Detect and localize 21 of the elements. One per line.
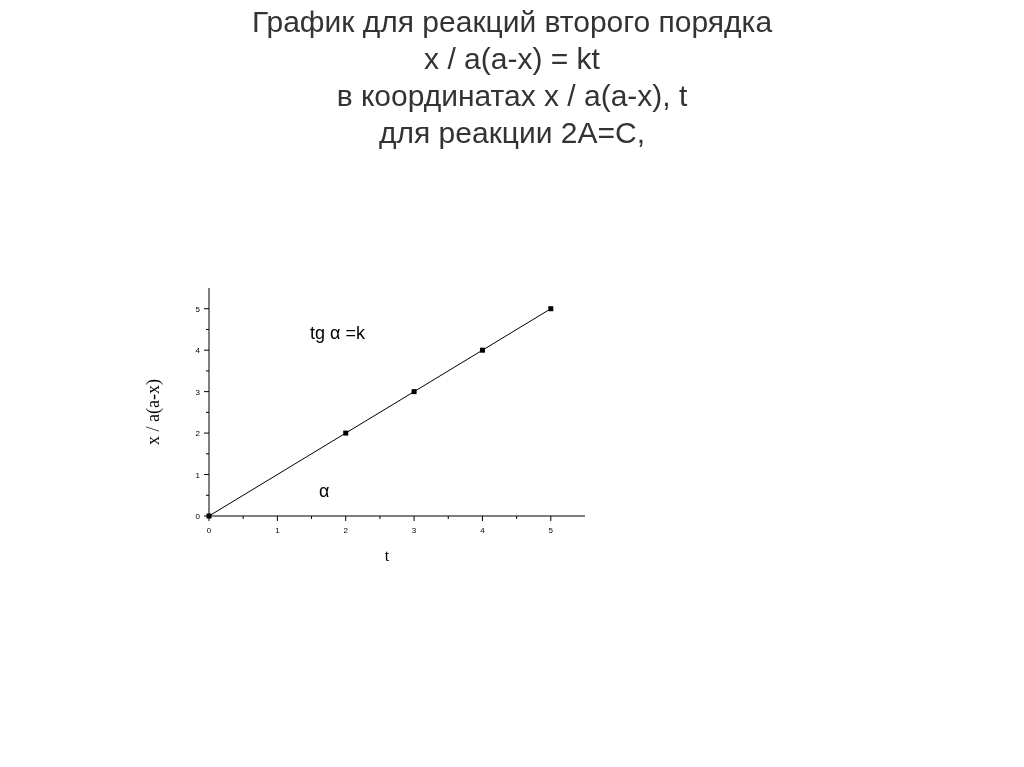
y-tick-label: 0 (195, 512, 201, 521)
point (479, 347, 485, 353)
point (548, 306, 554, 312)
x-tick-label: 5 (548, 526, 554, 535)
y-tick-label: 1 (195, 470, 201, 480)
point (343, 430, 349, 436)
y-tick-label: 3 (195, 387, 201, 397)
x-tick-label: 4 (480, 526, 486, 535)
x-tick-label: 1 (275, 526, 281, 535)
annotation: α (319, 481, 330, 501)
x-tick-label: 2 (343, 526, 349, 535)
x-tick-label: 0 (206, 526, 212, 535)
chart-subtitle: в координатах x / a(a-x), t для реакции 2A=C, (336, 79, 689, 149)
point (411, 389, 417, 395)
y-tick-label: 5 (195, 304, 201, 314)
annotation: tg α =k (310, 323, 366, 343)
y-tick-label: 2 (195, 429, 201, 439)
x-axis-title: t (384, 547, 390, 564)
y-axis-title: x / a(a-x) (143, 379, 164, 445)
x-tick-label: 3 (411, 526, 417, 535)
y-tick-label: 4 (195, 346, 201, 356)
